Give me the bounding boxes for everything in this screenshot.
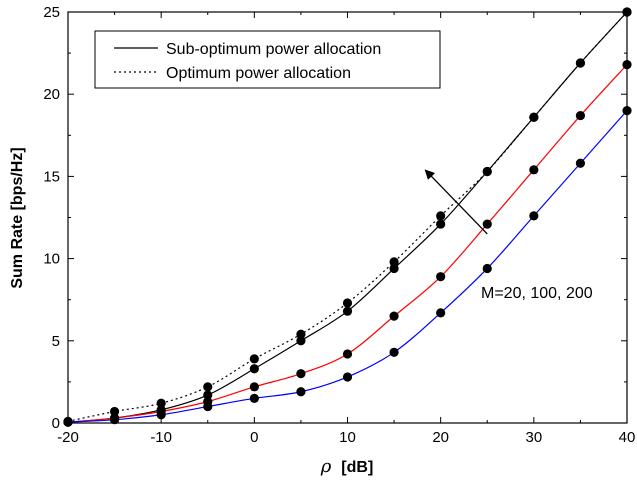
markers-group: [63, 7, 632, 427]
y-axis-title: Sum Rate [bps/Hz]: [9, 147, 26, 288]
data-point-series-1: [156, 398, 166, 408]
data-point-series-3: [389, 347, 399, 357]
legend-label-optimum: Optimum power allocation: [166, 65, 351, 82]
data-point-series-2: [296, 369, 306, 379]
x-tick-label: 10: [339, 429, 356, 446]
data-point-series-0: [342, 306, 353, 316]
annotation: M=20, 100, 200: [424, 169, 593, 302]
y-tick-label: 25: [43, 4, 60, 21]
axis-tick-labels: -20 -10 0 10 20 30 40 0 5 10 15 20 25: [43, 4, 635, 446]
data-point-series-0: [203, 390, 213, 400]
annotation-label: M=20, 100, 200: [481, 285, 593, 302]
data-point-series-3: [436, 308, 446, 318]
data-point-series-1: [249, 354, 259, 364]
data-point-series-2: [575, 110, 586, 121]
data-point-series-1: [529, 112, 539, 122]
legend-box: [94, 30, 441, 89]
legend-label-sub-optimum: Sub-optimum power allocation: [166, 41, 381, 58]
y-tick-label: 15: [43, 168, 60, 185]
x-tick-label: 30: [525, 429, 542, 446]
series-line-2: [67, 64, 628, 423]
legend: Sub-optimum power allocation Optimum pow…: [94, 30, 441, 89]
data-point-series-3: [342, 372, 353, 382]
data-point-series-3: [203, 401, 213, 412]
x-tick-label: -10: [150, 429, 172, 446]
data-point-series-3: [109, 415, 120, 425]
data-point-series-3: [575, 158, 586, 168]
data-point-series-1: [436, 211, 446, 221]
data-point-series-3: [529, 211, 539, 221]
data-point-series-1: [296, 329, 306, 339]
x-tick-label: 0: [250, 429, 258, 446]
data-point-series-0: [249, 364, 259, 374]
annotation-arrow: [424, 169, 488, 235]
x-axis-title-unit: [dB]: [341, 459, 373, 476]
data-point-series-0: [296, 336, 306, 346]
axis-ticks: [67, 11, 628, 424]
data-point-series-2: [622, 60, 632, 70]
data-point-series-2: [249, 382, 259, 392]
data-point-series-1: [622, 7, 632, 17]
data-point-series-3: [249, 393, 259, 403]
x-tick-label: 40: [619, 429, 636, 446]
data-point-series-1: [389, 257, 399, 267]
x-tick-label: -20: [57, 429, 79, 446]
y-tick-label: 5: [52, 333, 60, 350]
x-axis-title: ρ [dB]: [320, 456, 374, 477]
data-point-series-1: [342, 298, 353, 308]
x-tick-label: 20: [432, 429, 449, 446]
data-point-series-3: [622, 106, 632, 116]
y-tick-label: 0: [52, 415, 60, 432]
data-point-series-1: [482, 166, 492, 177]
data-point-series-3: [482, 263, 492, 274]
y-tick-label: 10: [43, 251, 60, 268]
data-point-series-2: [482, 219, 492, 229]
data-point-series-0: [436, 219, 446, 229]
x-axis-title-symbol: ρ: [320, 456, 332, 477]
data-point-series-0: [389, 263, 399, 274]
data-point-series-2: [389, 311, 399, 321]
data-point-series-2: [529, 165, 539, 175]
data-point-series-3: [63, 417, 73, 427]
y-tick-label: 20: [43, 86, 60, 103]
data-point-series-1: [575, 58, 586, 68]
data-point-series-1: [109, 406, 120, 417]
data-point-series-3: [156, 410, 166, 420]
data-point-series-2: [342, 349, 353, 359]
data-point-series-1: [203, 382, 213, 392]
data-point-series-2: [436, 272, 446, 282]
data-point-series-3: [296, 387, 306, 397]
